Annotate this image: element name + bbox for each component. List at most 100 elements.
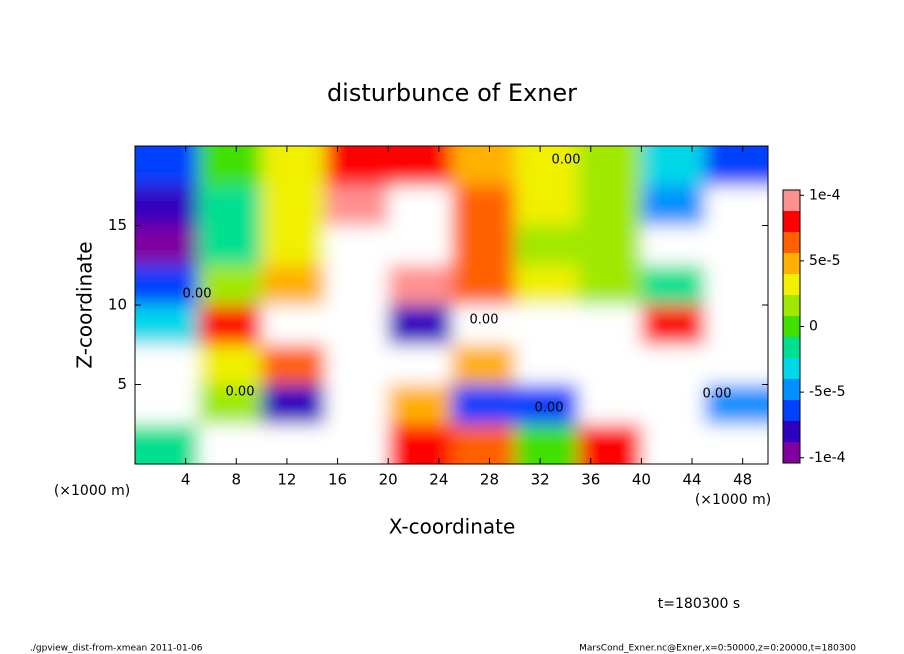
cell [578,344,642,385]
cell [198,305,262,345]
cell [198,424,262,464]
colorbar-band [783,400,800,421]
x-tick-label: 40 [632,471,651,489]
cell [641,305,705,345]
cell [578,305,642,345]
cell [641,384,705,425]
cell [324,185,389,226]
colorbar-band [783,211,800,232]
cell [388,225,452,266]
cell [514,185,579,226]
cell [135,146,199,186]
cell [514,344,579,385]
cell [514,305,579,345]
cell [135,185,199,226]
cell [261,384,325,425]
cell [451,185,515,226]
cell [198,146,262,186]
colorbar-band [783,358,800,379]
contour-label: 0.00 [535,401,564,416]
y-tick-label: 5 [117,375,127,393]
cell [451,424,515,464]
y-unit: (×1000 m) [54,483,130,499]
footer-left: ./gpview_dist-from-xmean 2011-01-06 [30,644,203,654]
cell [388,265,452,305]
cell [578,225,642,266]
cell [135,305,199,345]
cell [198,344,262,385]
colorbar-band [783,337,800,358]
cell [514,146,579,186]
x-unit: (×1000 m) [695,492,771,508]
cell [388,384,452,425]
cell [198,384,262,425]
cell [198,185,262,226]
x-tick-label: 28 [480,471,499,489]
cell [135,384,199,425]
cell [578,424,642,464]
cell [451,305,515,345]
cell [578,384,642,425]
colorbar-band [783,253,800,274]
cell [324,344,389,385]
x-tick-label: 24 [429,471,448,489]
cell [514,265,579,305]
colorbar-band [783,379,800,400]
cell [388,344,452,385]
cell [261,344,325,385]
x-tick-label: 48 [733,471,752,489]
colorbar-band [783,232,800,253]
cells [135,146,768,464]
contour-label: 0.00 [703,387,732,402]
cell [451,384,515,425]
colorbar-band [783,190,800,211]
cell [198,265,262,305]
cell [324,305,389,345]
x-tick-label: 8 [232,471,242,489]
colorbar-tick-label: 0 [809,319,818,335]
cell [514,384,579,425]
cell [388,305,452,345]
cell [641,424,705,464]
x-tick-label: 16 [328,471,347,489]
colorbar-tick-label: 1e-4 [809,187,841,203]
cell [261,146,325,186]
cell [388,146,452,186]
cell [704,265,768,305]
cell [641,146,705,186]
x-tick-label: 12 [277,471,296,489]
cell [135,265,199,305]
colorbar-band [783,295,800,316]
time-label: t=180300 s [658,596,740,612]
cell [704,424,768,464]
y-tick-label: 10 [108,296,127,314]
cell [641,344,705,385]
contour-label: 0.00 [470,313,499,328]
colorbar-band [783,442,800,463]
y-axis-label: Z-coordinate [73,241,97,368]
overlay: 4 8 12 16 20 24 28 32 36 40 44 48510151e-45e-50-5e-… [108,145,846,489]
colorbar-tick-label: -5e-5 [809,384,846,400]
cell [261,185,325,226]
cell [135,225,199,266]
cell [641,185,705,226]
field [135,146,768,464]
cell [514,424,579,464]
cell [324,146,389,186]
cell [704,384,768,425]
colorbar-band [783,274,800,295]
chart-title: disturbunce of Exner [327,79,577,107]
cell [578,265,642,305]
cell [451,225,515,266]
cell [451,265,515,305]
y-tick-label: 15 [108,216,127,234]
cell [388,424,452,464]
cell [704,305,768,345]
cell [324,265,389,305]
cell [261,225,325,266]
footer-right: MarsCond_Exner.nc@Exner,x=0:50000,z=0:20… [579,644,856,654]
cell [578,185,642,226]
x-tick-label: 4 [181,471,191,489]
cell [704,146,768,186]
